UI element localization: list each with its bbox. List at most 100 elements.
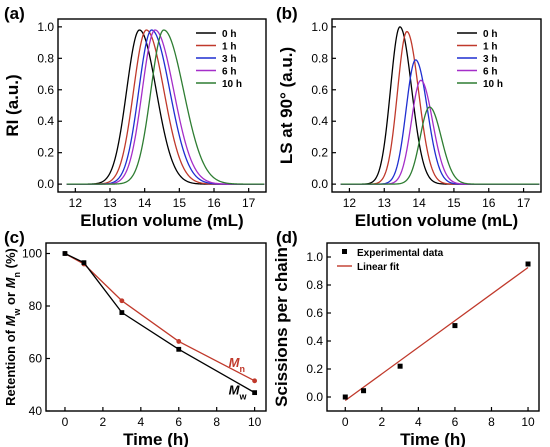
legend-label: 10 h xyxy=(483,79,503,90)
y-tick-label: 0.0 xyxy=(311,177,328,191)
series-label: Mw xyxy=(229,383,248,402)
y-tick-label: 0.8 xyxy=(311,51,328,65)
data-point xyxy=(176,346,182,352)
y-tick-label: 0.8 xyxy=(37,51,54,65)
data-point xyxy=(361,388,367,394)
y-title-part: M xyxy=(3,314,18,326)
data-point xyxy=(252,378,258,384)
data-point xyxy=(119,298,125,304)
y-title-part: or xyxy=(3,288,18,308)
legend-label: 6 h xyxy=(483,67,497,78)
x-tick-label: 10 xyxy=(521,415,535,429)
legend-label: Linear fit xyxy=(357,262,400,273)
y-tick-label: 0.8 xyxy=(306,278,323,292)
x-tick-label: 8 xyxy=(488,415,495,429)
x-tick-label: 16 xyxy=(207,196,221,210)
y-tick-label: 0.4 xyxy=(306,334,323,348)
panel-label: (b) xyxy=(276,4,298,23)
y-tick-label: 60 xyxy=(29,352,43,366)
x-tick-label: 14 xyxy=(138,196,152,210)
x-tick-label: 0 xyxy=(62,415,69,429)
y-tick-label: 0.0 xyxy=(37,177,54,191)
series-label-sub: w xyxy=(238,392,247,402)
legend-label: 10 h xyxy=(222,79,242,90)
x-tick-label: 6 xyxy=(452,415,459,429)
y-tick-label: 0.2 xyxy=(311,146,328,160)
plot-frame xyxy=(45,242,267,412)
data-point xyxy=(252,390,258,396)
data-point xyxy=(119,310,125,315)
y-title-part: w xyxy=(12,308,22,317)
y-title-part: n xyxy=(12,272,22,278)
y-tick-label: 80 xyxy=(29,299,43,313)
y-tick-label: 0.4 xyxy=(37,114,54,128)
y-tick-label: 40 xyxy=(29,404,43,418)
legend-label: Experimental data xyxy=(357,248,444,259)
x-tick-label: 15 xyxy=(173,196,187,210)
fit-line xyxy=(344,266,529,402)
panel-label: (c) xyxy=(4,228,25,247)
x-axis-title: Elution volume (mL) xyxy=(355,211,518,230)
x-axis-title: Elution volume (mL) xyxy=(80,211,243,230)
y-tick-label: 0.2 xyxy=(306,362,323,376)
legend-label: 3 h xyxy=(222,54,236,65)
x-tick-label: 8 xyxy=(213,415,220,429)
series-line-Mw xyxy=(64,252,255,394)
y-axis-title: Retention of Mw or Mn (%) xyxy=(3,248,22,406)
x-tick-label: 2 xyxy=(378,415,385,429)
series-line-0h xyxy=(340,26,540,185)
y-axis-title: LS at 90° (a.u.) xyxy=(277,47,296,164)
series-label-main: M xyxy=(229,355,241,370)
plot-frame xyxy=(57,18,267,193)
series-line-Mn xyxy=(64,252,255,382)
x-tick-label: 13 xyxy=(103,196,117,210)
y-tick-label: 0.6 xyxy=(37,83,54,97)
plot-frame xyxy=(331,18,542,193)
data-point xyxy=(397,363,403,369)
y-title-part: M xyxy=(3,276,18,288)
panel-0: 12 13 14 15 16 17 0.0 0.2 0.4 0.6 0.8 1.0 Elution vo… xyxy=(3,4,267,230)
panel-3: 0 2 4 6 8 10 0.0 0.2 0.4 0.6 0.8 1.0 Time (h) (d)Scis… xyxy=(272,228,540,447)
x-tick-label: 17 xyxy=(242,196,256,210)
x-tick-label: 15 xyxy=(447,196,461,210)
x-tick-label: 4 xyxy=(137,415,144,429)
x-tick-label: 12 xyxy=(69,196,83,210)
legend-label: 1 h xyxy=(483,42,497,53)
series-label: Mn xyxy=(229,355,245,374)
y-tick-label: 0.6 xyxy=(306,306,323,320)
series-line-3h xyxy=(340,59,540,185)
legend-marker xyxy=(342,249,347,254)
series-line-10h xyxy=(340,106,540,185)
x-tick-label: 14 xyxy=(412,196,426,210)
y-tick-label: 0.6 xyxy=(311,83,328,97)
data-point xyxy=(342,394,348,400)
y-tick-label: 0.4 xyxy=(311,114,328,128)
y-tick-label: 1.0 xyxy=(311,20,328,34)
data-point xyxy=(176,339,182,344)
panel-1: 12 13 14 15 16 17 0.0 0.2 0.4 0.6 0.8 1.0 Elution vo… xyxy=(276,4,542,230)
series-label-main: M xyxy=(229,383,241,398)
plot-frame xyxy=(326,242,540,412)
x-tick-label: 12 xyxy=(343,196,357,210)
legend-label: 3 h xyxy=(483,54,497,65)
x-tick-label: 6 xyxy=(175,415,182,429)
x-tick-label: 2 xyxy=(100,415,107,429)
y-tick-label: 0.0 xyxy=(306,390,323,404)
data-point xyxy=(81,260,87,266)
y-title-part: (%) xyxy=(3,248,18,272)
series-line-10h xyxy=(66,29,265,185)
legend-label: 0 h xyxy=(483,29,497,40)
data-point xyxy=(525,261,531,267)
x-tick-label: 10 xyxy=(248,415,262,429)
x-tick-label: 17 xyxy=(517,196,531,210)
y-tick-label: 0.2 xyxy=(37,146,54,160)
x-tick-label: 4 xyxy=(415,415,422,429)
data-point xyxy=(62,251,68,256)
y-axis-title: Scissions per chain xyxy=(272,247,291,407)
series-line-1h xyxy=(340,30,540,185)
y-title-part: Retention of xyxy=(3,326,18,405)
data-point xyxy=(452,323,458,329)
x-tick-label: 13 xyxy=(378,196,392,210)
x-axis-title: Time (h) xyxy=(123,430,189,447)
